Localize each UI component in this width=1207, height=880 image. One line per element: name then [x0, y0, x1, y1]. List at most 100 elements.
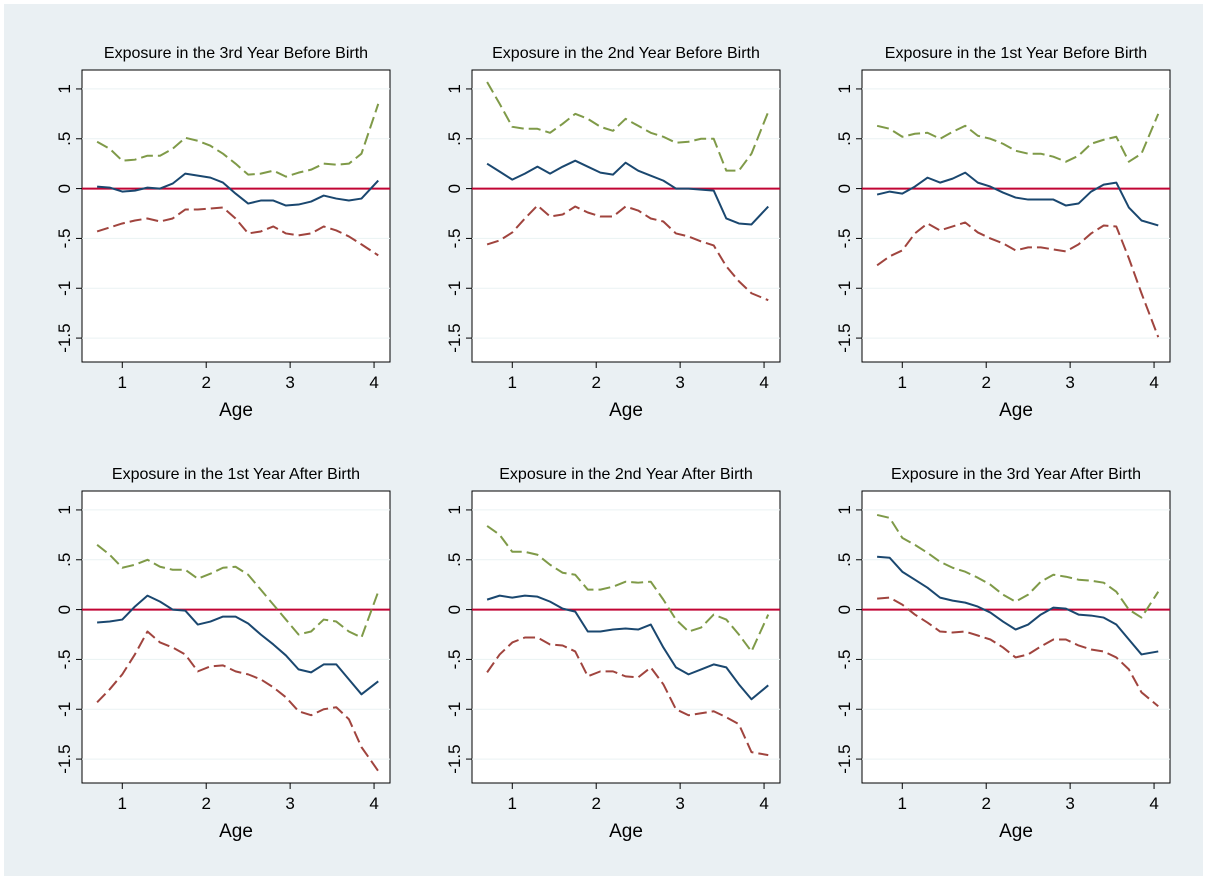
x-axis-label: Age [219, 400, 253, 421]
y-tick-label: -1.5 [55, 323, 74, 352]
x-axis-label: Age [219, 821, 253, 842]
y-tick-label: .5 [835, 553, 854, 567]
panel-title: Exposure in the 2nd Year Before Birth [492, 45, 760, 62]
estimate-line [486, 159, 769, 226]
band-line [96, 544, 380, 639]
band-line [876, 221, 1160, 338]
panel-title: Exposure in the 1st Year After Birth [112, 466, 360, 483]
x-tick-label: 1 [118, 794, 127, 813]
x-tick-label: 2 [201, 794, 210, 813]
y-tick-label: 0 [445, 184, 464, 193]
panel-title: Exposure in the 3rd Year Before Birth [104, 45, 368, 62]
y-tick-label: 0 [835, 184, 854, 193]
y-tick-label: -.5 [835, 229, 854, 249]
plot-area [81, 490, 391, 784]
x-axis-label: Age [609, 821, 643, 842]
estimate-line [486, 594, 769, 701]
x-tick-label: 1 [898, 794, 907, 813]
panel: Exposure in the 1st Year After Birth Age 1… [55, 466, 391, 842]
estimate-line [877, 555, 1159, 656]
y-tick-label: .5 [55, 132, 74, 146]
plot-area [471, 69, 781, 363]
y-tick-label: .5 [55, 553, 74, 567]
y-tick-label: -1 [835, 702, 854, 717]
band-line [877, 596, 1159, 708]
x-tick-label: 4 [369, 373, 378, 392]
x-tick-label: 3 [1065, 373, 1074, 392]
band-line [486, 81, 770, 172]
x-tick-label: 3 [675, 794, 684, 813]
plot-area [471, 490, 781, 784]
y-tick-label: 1 [835, 505, 854, 514]
x-tick-label: 1 [898, 373, 907, 392]
y-tick-label: -.5 [55, 229, 74, 249]
band-line [486, 525, 770, 653]
y-tick-label: 0 [835, 605, 854, 614]
y-tick-label: 1 [445, 505, 464, 514]
y-tick-label: 1 [55, 84, 74, 93]
y-tick-label: -1.5 [835, 323, 854, 352]
plot-area [81, 69, 391, 363]
x-tick-label: 3 [285, 373, 294, 392]
panel: Exposure in the 3rd Year After Birth Age 1… [835, 466, 1171, 842]
x-tick-label: 1 [508, 794, 517, 813]
y-tick-label: -1 [835, 281, 854, 296]
x-tick-label: 4 [369, 794, 378, 813]
y-tick-label: -.5 [445, 229, 464, 249]
x-tick-label: 4 [759, 794, 768, 813]
y-tick-label: -1 [55, 702, 74, 717]
panel: Exposure in the 1st Year Before Birth Age… [835, 45, 1171, 421]
x-tick-label: 2 [981, 373, 990, 392]
y-tick-label: 0 [55, 605, 74, 614]
panel: Exposure in the 3rd Year Before Birth Age… [55, 45, 391, 421]
x-tick-label: 1 [118, 373, 127, 392]
plot-area [861, 490, 1171, 784]
estimate-line [876, 171, 1159, 227]
x-tick-label: 2 [591, 794, 600, 813]
x-tick-label: 4 [759, 373, 768, 392]
x-tick-label: 3 [675, 373, 684, 392]
panel-title: Exposure in the 1st Year Before Birth [885, 45, 1147, 62]
estimate-line [97, 172, 379, 207]
x-tick-label: 2 [981, 794, 990, 813]
x-tick-label: 3 [285, 794, 294, 813]
x-tick-label: 1 [508, 373, 517, 392]
band-line [486, 204, 769, 302]
y-tick-label: 1 [445, 84, 464, 93]
band-line [96, 630, 380, 772]
band-line [486, 636, 769, 757]
estimate-line [97, 594, 379, 696]
x-tick-label: 2 [591, 373, 600, 392]
y-tick-label: -1.5 [445, 744, 464, 773]
y-tick-label: -.5 [445, 650, 464, 670]
band-line [96, 103, 380, 178]
x-axis-label: Age [999, 400, 1033, 421]
y-tick-label: -1.5 [445, 323, 464, 352]
plot-area [861, 69, 1171, 363]
y-tick-label: -1 [445, 281, 464, 296]
y-tick-label: .5 [445, 553, 464, 567]
y-tick-label: -.5 [835, 650, 854, 670]
y-tick-label: -1.5 [835, 744, 854, 773]
y-tick-label: -.5 [55, 650, 74, 670]
panel: Exposure in the 2nd Year After Birth Age 1… [445, 466, 781, 842]
y-tick-label: -1 [445, 702, 464, 717]
y-tick-label: 1 [55, 505, 74, 514]
panel-title: Exposure in the 3rd Year After Birth [891, 466, 1141, 483]
band-line [876, 513, 1160, 619]
panel: Exposure in the 2nd Year Before Birth Age… [445, 45, 781, 421]
x-tick-label: 3 [1065, 794, 1074, 813]
y-tick-label: -1.5 [55, 744, 74, 773]
x-axis-label: Age [999, 821, 1033, 842]
band-line [96, 206, 379, 257]
x-tick-label: 4 [1149, 373, 1158, 392]
y-tick-label: .5 [445, 132, 464, 146]
x-axis-label: Age [609, 400, 643, 421]
panel-title: Exposure in the 2nd Year After Birth [499, 466, 753, 483]
x-tick-label: 2 [201, 373, 210, 392]
y-tick-label: 1 [835, 84, 854, 93]
y-tick-label: -1 [55, 281, 74, 296]
x-tick-label: 4 [1149, 794, 1158, 813]
